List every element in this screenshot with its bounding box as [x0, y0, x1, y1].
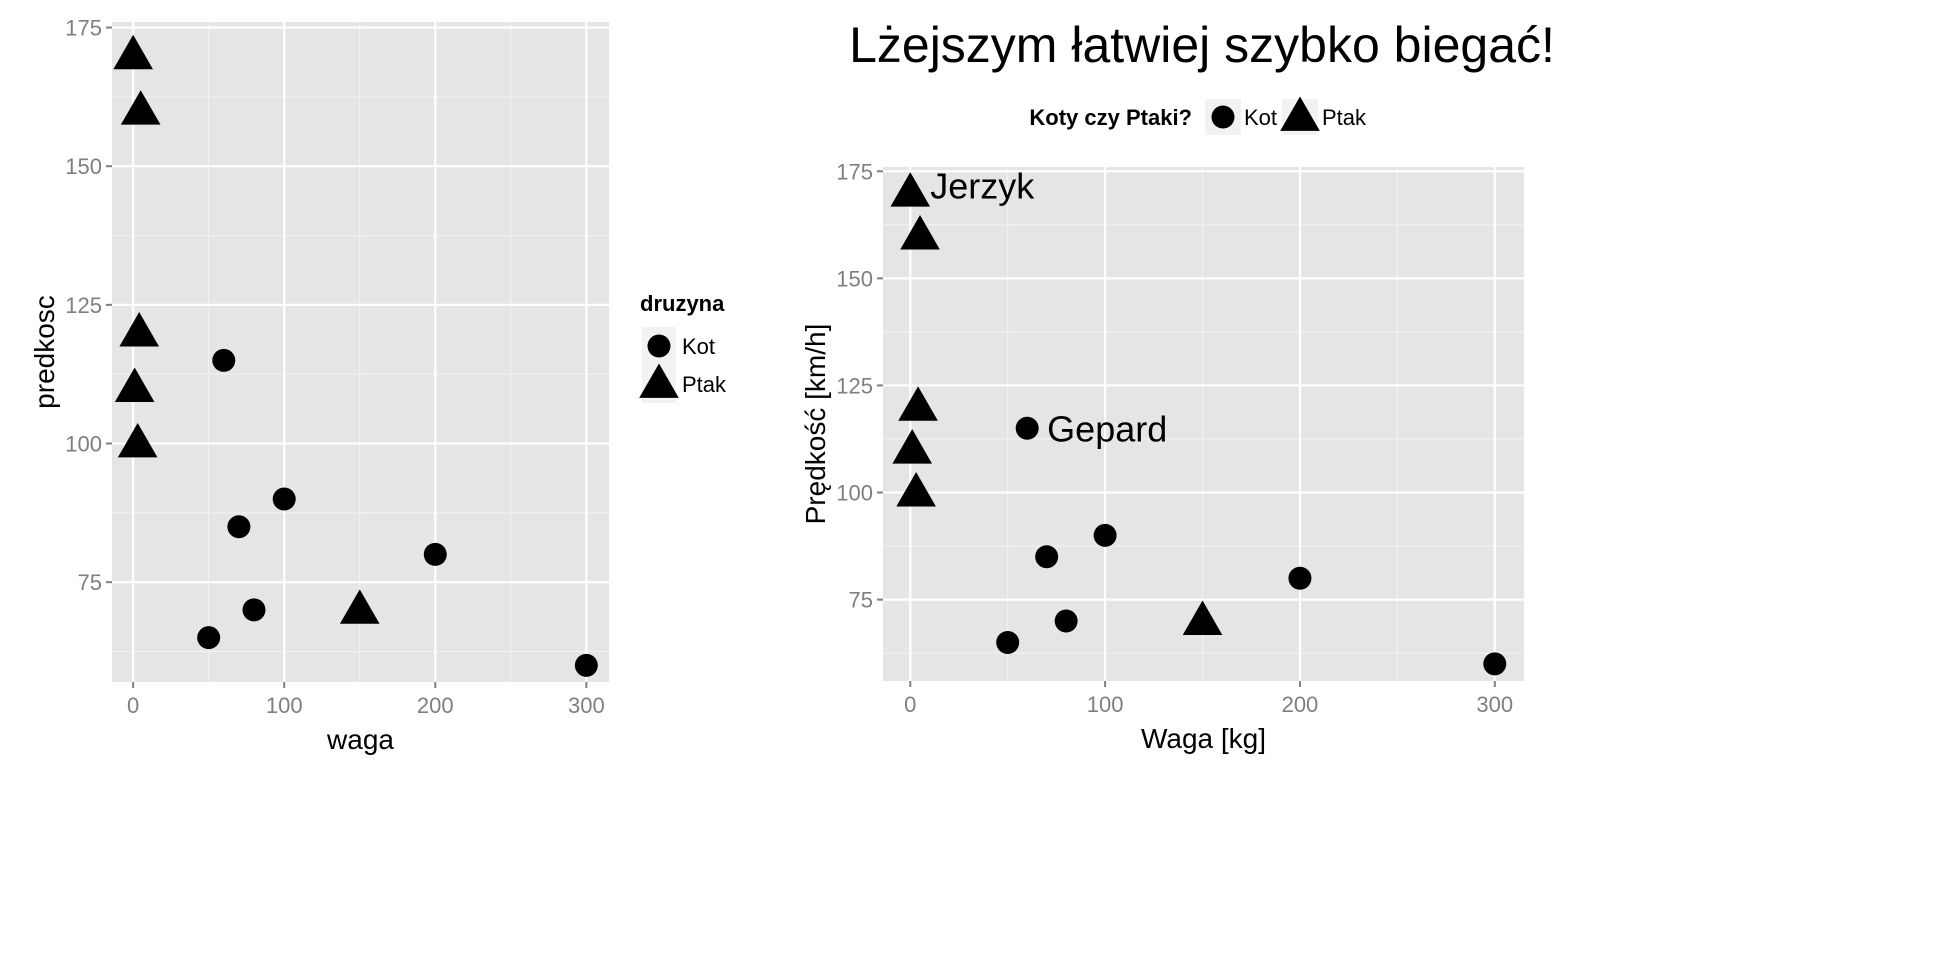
point-kot	[1015, 416, 1039, 440]
point-kot	[227, 515, 251, 539]
x-tick-label: 0	[127, 693, 139, 718]
point-kot	[197, 626, 221, 650]
point-kot	[1035, 545, 1059, 569]
plot-panel	[112, 22, 609, 682]
legend: Koty czy Ptaki? Kot Ptak	[1029, 96, 1367, 135]
x-tick-label: 200	[417, 693, 454, 718]
point-kot	[212, 348, 236, 372]
point-ptak	[113, 34, 153, 70]
point-ptak	[900, 214, 940, 250]
legend-circle-marker	[647, 334, 671, 358]
x-tick-label: 300	[568, 693, 605, 718]
point-ptak	[119, 312, 159, 347]
legend-label: Kot	[682, 334, 715, 359]
x-tick-label: 100	[1087, 692, 1124, 717]
point-kot	[423, 542, 447, 566]
y-tick-label: 175	[836, 159, 873, 184]
y-tick-label: 175	[65, 16, 102, 41]
y-tick-label: 150	[836, 266, 873, 291]
legend-label: Kot	[1244, 105, 1277, 130]
point-ptak	[1182, 600, 1223, 635]
point-ptak	[896, 471, 936, 507]
x-axis-title: waga	[326, 724, 394, 755]
annotation-label: Jerzyk	[930, 166, 1035, 207]
x-axis-title: Waga [kg]	[1141, 723, 1266, 754]
legend-label: Ptak	[1322, 105, 1367, 130]
point-ptak	[120, 90, 161, 125]
legend-triangle-marker	[639, 363, 679, 398]
legend-triangle-marker	[1280, 96, 1320, 131]
x-tick-label: 300	[1476, 692, 1513, 717]
point-kot	[242, 598, 266, 622]
y-tick-label: 75	[78, 570, 102, 595]
point-kot	[1288, 566, 1312, 590]
legend-title: druzyna	[640, 291, 725, 316]
y-tick-label: 125	[836, 373, 873, 398]
legend: druzyna Kot Ptak	[639, 291, 727, 403]
y-tick-label: 75	[849, 588, 873, 613]
legend-circle-marker	[1211, 105, 1235, 129]
y-tick-label: 125	[65, 293, 102, 318]
y-tick-label: 100	[836, 481, 873, 506]
point-kot	[272, 487, 296, 511]
point-ptak	[890, 172, 931, 207]
point-ptak	[898, 386, 938, 421]
point-kot	[1483, 652, 1507, 676]
point-ptak	[339, 589, 380, 624]
x-tick-label: 200	[1282, 692, 1319, 717]
y-axis-title: predkosc	[29, 295, 60, 409]
y-tick-label: 150	[65, 154, 102, 179]
annotation-label: Gepard	[1047, 408, 1167, 449]
legend-label: Ptak	[682, 372, 727, 397]
chart-2: 0 100 200 300 75 100 125 150 175 Waga [kg] Prędkoś…	[800, 17, 1555, 754]
y-tick-label: 100	[65, 432, 102, 457]
point-ptak	[892, 429, 933, 464]
chart-1: 0 100 200 300 75 100 125 150 175 waga predkosc druz…	[29, 16, 727, 755]
point-kot	[1093, 523, 1117, 547]
plot-panel	[883, 167, 1524, 681]
y-axis-title: Prędkość [km/h]	[800, 324, 831, 525]
point-kot	[996, 630, 1020, 654]
point-ptak	[117, 422, 158, 458]
point-kot	[574, 653, 598, 677]
point-kot	[1054, 609, 1078, 633]
legend-title: Koty czy Ptaki?	[1029, 105, 1192, 130]
plot-title: Lżejszym łatwiej szybko biegać!	[849, 17, 1555, 73]
point-ptak	[114, 367, 155, 402]
x-tick-label: 0	[904, 692, 916, 717]
x-tick-label: 100	[266, 693, 303, 718]
